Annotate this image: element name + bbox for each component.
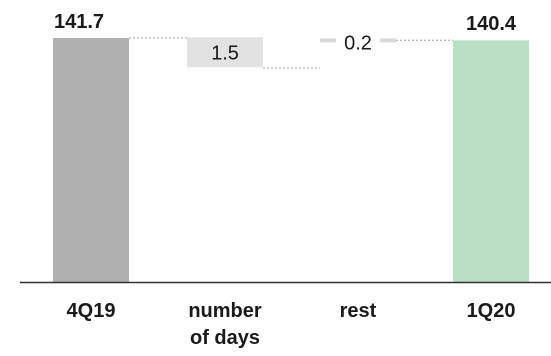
category-label: number [188, 300, 262, 322]
category-label: 1Q20 [467, 300, 516, 322]
bar-number-of-days [187, 37, 263, 68]
value-label: 141.7 [54, 11, 104, 33]
value-label: 140.4 [466, 13, 517, 35]
bar-1q20 [453, 40, 529, 283]
bar-4q19 [53, 38, 129, 282]
category-label: 4Q19 [67, 300, 116, 322]
category-labels: 4Q19 number of days rest 1Q20 [67, 300, 516, 349]
category-label: of days [190, 327, 260, 349]
bars [53, 37, 529, 283]
category-label: rest [340, 300, 377, 322]
value-labels: 141.7 1.5 0.2 140.4 [54, 11, 517, 64]
value-label: 1.5 [211, 42, 239, 64]
value-label-background [336, 32, 380, 55]
value-label: 0.2 [344, 32, 372, 54]
connector-lines [129, 37, 453, 69]
